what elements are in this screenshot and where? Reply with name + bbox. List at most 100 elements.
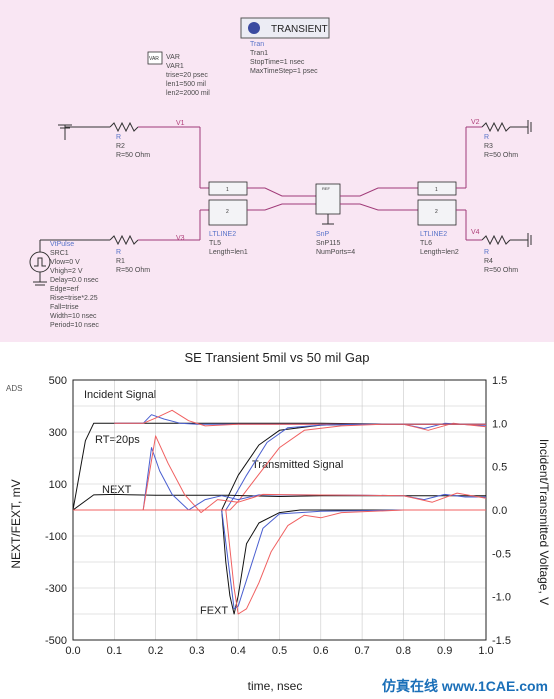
y-tick-label: 100 bbox=[49, 479, 67, 491]
ads-label: ADS bbox=[6, 384, 22, 393]
ground-right-bottom bbox=[527, 233, 532, 247]
tl5-block[interactable]: 1 2 bbox=[208, 181, 248, 226]
y-axis-label: NEXT/FEXT, mV bbox=[9, 479, 23, 568]
series-line-2 bbox=[114, 409, 487, 431]
tl6-name: TL6 bbox=[420, 240, 432, 247]
resistor-r1[interactable] bbox=[109, 234, 139, 246]
pulse-source[interactable] bbox=[29, 240, 51, 286]
snp-param: NumPorts=4 bbox=[316, 249, 355, 256]
y2-tick-label: 1.5 bbox=[492, 375, 507, 387]
tl5-type: LTLINE2 bbox=[209, 231, 236, 238]
y-tick-label: 500 bbox=[49, 375, 67, 387]
var-line3: trise=20 psec bbox=[166, 72, 208, 79]
tl6-pin2: 2 bbox=[435, 209, 438, 215]
tl5-pin2: 2 bbox=[226, 209, 229, 215]
y2-tick-label: 0.0 bbox=[492, 505, 507, 517]
tran-line3: StopTime=1 nsec bbox=[250, 59, 305, 66]
y-tick-label: -300 bbox=[45, 583, 67, 595]
x-tick-label: 0.6 bbox=[313, 645, 328, 657]
series-line-5 bbox=[73, 423, 486, 511]
x-tick-label: 0.3 bbox=[189, 645, 204, 657]
tl6-pin1: 1 bbox=[435, 187, 438, 193]
y2-tick-label: -1.0 bbox=[492, 592, 511, 604]
y-tick-label: -500 bbox=[45, 635, 67, 647]
series-line-10 bbox=[73, 509, 486, 610]
node-v2: V2 bbox=[471, 119, 480, 126]
chart-canvas: SE Transient 5mil vs 50 mil Gap ADS time… bbox=[6, 350, 551, 693]
y2-tick-label: 1.0 bbox=[492, 418, 507, 430]
resistor-r3[interactable] bbox=[481, 121, 511, 133]
annotation-rt: RT=20ps bbox=[95, 434, 140, 446]
y2-tick-label: -0.5 bbox=[492, 548, 511, 560]
src-line4: Vhigh=2 V bbox=[50, 268, 83, 275]
chart-title: SE Transient 5mil vs 50 mil Gap bbox=[185, 350, 370, 365]
x-tick-label: 0.8 bbox=[396, 645, 411, 657]
tl5-param: Length=len1 bbox=[209, 249, 248, 256]
x-tick-label: 0.9 bbox=[437, 645, 452, 657]
x-axis-label: time, nsec bbox=[248, 679, 303, 693]
var-icon: VAR bbox=[149, 56, 159, 62]
annotation-transmitted: Transmitted Signal bbox=[252, 459, 343, 471]
series-line-8 bbox=[73, 435, 487, 514]
tran-line4: MaxTimeStep=1 psec bbox=[250, 68, 318, 75]
tl6-block[interactable]: 1 2 bbox=[417, 181, 457, 226]
series-line-11 bbox=[73, 509, 486, 615]
x-tick-label: 0.4 bbox=[231, 645, 246, 657]
series-line-1 bbox=[114, 414, 487, 429]
node-v4: V4 bbox=[471, 229, 480, 236]
annotation-next: NEXT bbox=[102, 484, 132, 496]
r2-name: R2 bbox=[116, 143, 125, 150]
src-line3: Vlow=0 V bbox=[50, 259, 80, 266]
tl6-param: Length=len2 bbox=[420, 249, 459, 256]
r1-value: R=50 Ohm bbox=[116, 267, 150, 274]
r4-value: R=50 Ohm bbox=[484, 267, 518, 274]
x-tick-label: 0.0 bbox=[65, 645, 80, 657]
annotation-incident: Incident Signal bbox=[84, 389, 156, 401]
r3-value: R=50 Ohm bbox=[484, 152, 518, 159]
r2-value: R=50 Ohm bbox=[116, 152, 150, 159]
x-tick-label: 0.2 bbox=[148, 645, 163, 657]
watermark: 仿真在线 www.1CAE.com bbox=[382, 678, 548, 694]
series-line-7 bbox=[73, 447, 486, 511]
tl6-type: LTLINE2 bbox=[420, 231, 447, 238]
src-line8: Fall=trise bbox=[50, 304, 79, 311]
snp-block[interactable]: REF bbox=[315, 183, 341, 225]
r4-type: R bbox=[484, 249, 489, 256]
snp-glyph: REF bbox=[322, 186, 331, 191]
x-tick-label: 0.7 bbox=[354, 645, 369, 657]
node-v3: V3 bbox=[176, 235, 185, 242]
src-line5: Delay=0.0 nsec bbox=[50, 277, 99, 284]
series-line-6 bbox=[72, 493, 486, 511]
series-line-0 bbox=[72, 422, 486, 511]
x-tick-label: 0.1 bbox=[107, 645, 122, 657]
var-line4: len1=500 mil bbox=[166, 81, 206, 88]
r3-type: R bbox=[484, 134, 489, 141]
tl5-name: TL5 bbox=[209, 240, 221, 247]
src-line10: Period=10 nsec bbox=[50, 322, 99, 329]
r2-type: R bbox=[116, 134, 121, 141]
src-line6: Edge=erf bbox=[50, 286, 79, 293]
y-tick-label: 300 bbox=[49, 427, 67, 439]
transient-controller[interactable]: TRANSIENT bbox=[240, 17, 330, 39]
tl5-pin1: 1 bbox=[226, 187, 229, 193]
var-line1: VAR bbox=[166, 54, 180, 61]
resistor-r2[interactable] bbox=[109, 121, 139, 133]
x-tick-label: 1.0 bbox=[478, 645, 493, 657]
y2-tick-label: 0.5 bbox=[492, 462, 507, 474]
src-line2: SRC1 bbox=[50, 250, 69, 257]
series-line-4 bbox=[73, 423, 486, 511]
tran-line1: Tran bbox=[250, 41, 264, 48]
r4-name: R4 bbox=[484, 258, 493, 265]
var-block[interactable]: VAR bbox=[147, 51, 163, 65]
schematic-canvas: TRANSIENT Tran Tran1 StopTime=1 nsec Max… bbox=[29, 17, 532, 329]
y-tick-label: -100 bbox=[45, 531, 67, 543]
r1-type: R bbox=[116, 249, 121, 256]
src-line1: VtPulse bbox=[50, 241, 74, 248]
r3-name: R3 bbox=[484, 143, 493, 150]
resistor-r4[interactable] bbox=[481, 234, 511, 246]
y2-axis-label: Incident/Transmitted Voltage, V bbox=[537, 439, 551, 605]
series-line-9 bbox=[73, 509, 486, 615]
ground-right-top bbox=[527, 120, 532, 134]
transient-plot: SE Transient 5mil vs 50 mil Gap ADS time… bbox=[0, 342, 554, 699]
